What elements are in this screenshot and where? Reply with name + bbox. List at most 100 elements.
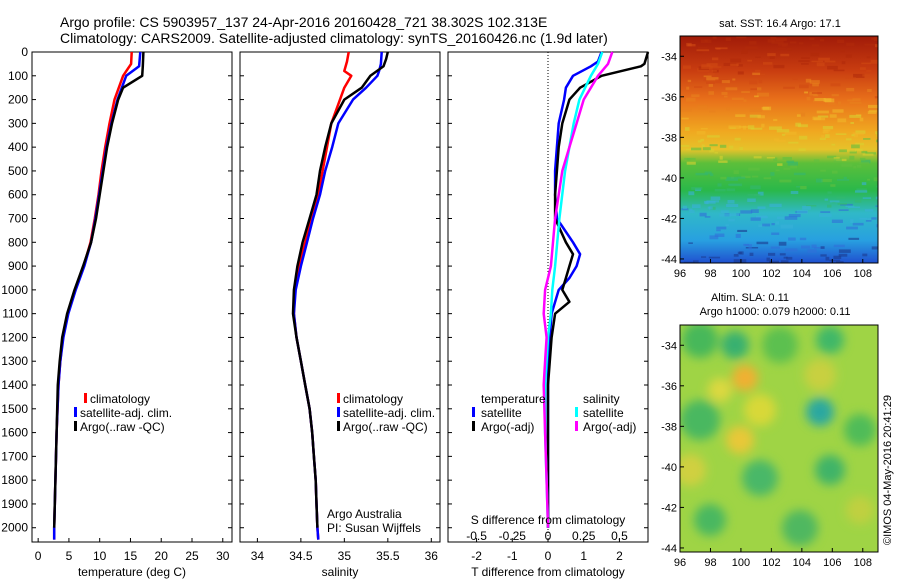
tdiff-tick-label: 2: [616, 549, 623, 563]
sst-pixel: [849, 155, 855, 160]
sst-pixel: [805, 78, 812, 83]
sst-pixel: [787, 161, 798, 166]
sst-pixel: [763, 177, 772, 180]
sst-pixel: [861, 62, 871, 65]
sla-map: [680, 325, 878, 552]
sst-pixel: [866, 70, 872, 72]
sst-pixel: [811, 244, 817, 249]
sst-pixel: [712, 36, 717, 39]
sst-pixel: [709, 206, 713, 210]
sst-pixel: [832, 109, 844, 113]
sst-pixel: [871, 246, 878, 250]
sst-pixel: [731, 97, 744, 101]
map-lon-label: 104: [793, 557, 811, 569]
depth-tick-label: 1100: [2, 307, 28, 321]
sst-map-title: sat. SST: 16.4 Argo: 17.1: [719, 18, 841, 30]
pi-note: PI: Susan Wijffels: [327, 521, 421, 535]
sst-pixel: [761, 123, 765, 128]
sst-pixel: [697, 46, 708, 50]
sst-pixel: [799, 42, 804, 45]
sst-pixel: [798, 148, 806, 152]
sst-pixel: [811, 60, 823, 63]
depth-tick-label: 1500: [1, 402, 28, 416]
sst-pixel: [749, 114, 761, 118]
sst-pixel: [738, 125, 750, 128]
sst-pixel: [827, 191, 832, 194]
tdiff-xlabel: T difference from climatology: [471, 565, 625, 579]
sst-pixel: [726, 204, 739, 207]
series-line-argo-raw-qc-: [52, 51, 145, 528]
sst-pixel: [685, 97, 696, 102]
sst-pixel: [827, 65, 838, 70]
sst-pixel: [767, 39, 775, 43]
sst-pixel: [833, 158, 842, 163]
sst-pixel: [754, 69, 761, 72]
map-lon-label: 96: [674, 557, 686, 569]
sst-pixel: [844, 149, 857, 152]
sst-pixel: [871, 37, 878, 40]
sst-pixel: [706, 77, 719, 81]
sst-pixel: [820, 254, 827, 257]
sst-pixel: [863, 138, 871, 140]
sst-pixel: [820, 211, 831, 213]
sst-pixel: [827, 155, 837, 159]
depth-tick-label: 300: [8, 116, 28, 130]
sst-pixel: [726, 176, 738, 180]
legend-swatch-t-argo: [472, 421, 475, 431]
sst-pixel: [693, 260, 699, 263]
sst-pixel: [709, 173, 714, 177]
sst-pixel: [773, 118, 778, 122]
sst-pixel: [790, 164, 798, 169]
series-line-salinity-satellite: [543, 51, 604, 528]
depth-tick-label: 700: [8, 212, 28, 226]
sst-pixel: [767, 53, 776, 57]
sst-pixel: [770, 246, 780, 249]
sst-pixel: [802, 205, 811, 210]
sst-pixel: [821, 135, 825, 139]
sla-anomaly: [742, 460, 778, 496]
sst-pixel: [849, 150, 857, 154]
sst-pixel: [801, 57, 810, 59]
sst-pixel: [813, 159, 820, 162]
sst-pixel: [766, 257, 770, 262]
sst-pixel: [809, 37, 815, 40]
sst-pixel: [709, 144, 718, 147]
sst-pixel: [797, 124, 808, 128]
sdiff-tick-label: 0.25: [572, 529, 596, 543]
sst-pixel: [733, 254, 739, 257]
sst-pixel: [739, 146, 744, 151]
temperature-tick-label: 30: [216, 549, 230, 563]
temperature-profiles: [52, 51, 145, 540]
sst-pixel: [697, 140, 702, 143]
sst-pixel: [771, 223, 775, 226]
sst-pixel: [838, 249, 851, 253]
temperature-tick-label: 5: [66, 549, 73, 563]
legend-label-s-satellite: satellite: [583, 406, 624, 420]
sst-pixel: [837, 203, 847, 205]
sst-pixel: [755, 56, 761, 58]
temperature-tick-label: 0: [35, 549, 42, 563]
legend-label-climatology: climatology: [343, 392, 403, 406]
sst-pixel: [687, 79, 692, 83]
sst-pixel: [817, 115, 829, 118]
sst-pixel: [876, 185, 878, 188]
sst-pixel: [704, 171, 712, 175]
sst-pixel: [859, 67, 866, 70]
sla-anomaly: [782, 510, 818, 546]
sst-pixel: [855, 142, 865, 146]
sst-pixel: [859, 117, 864, 122]
legend-label-satellite-adj: satellite-adj. clim.: [80, 406, 172, 420]
sst-pixel: [776, 140, 786, 142]
series-line-salinity-argo-adj-: [542, 51, 614, 528]
sst-pixel: [757, 206, 766, 209]
sst-pixel: [741, 51, 748, 54]
sst-pixel: [819, 137, 826, 140]
salinity-tick-label: 34: [251, 549, 265, 563]
legend-title-temperature: temperature: [481, 392, 546, 406]
series-line-argo-raw-qc-: [291, 51, 390, 528]
sst-pixel: [873, 177, 878, 182]
sst-pixel: [737, 229, 748, 232]
sst-pixel: [846, 138, 852, 141]
sst-pixel: [689, 208, 693, 211]
sst-pixel: [855, 190, 868, 193]
